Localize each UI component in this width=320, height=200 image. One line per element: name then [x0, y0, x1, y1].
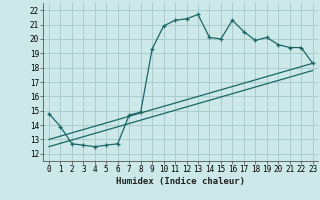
X-axis label: Humidex (Indice chaleur): Humidex (Indice chaleur) — [116, 177, 245, 186]
